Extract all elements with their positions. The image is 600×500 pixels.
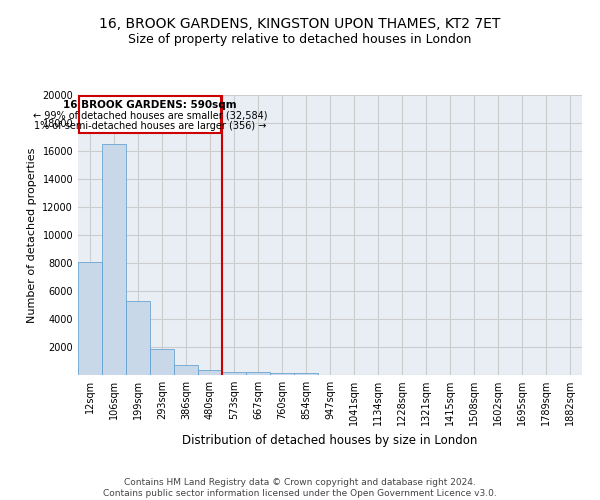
Bar — [150, 349, 174, 375]
Bar — [270, 373, 294, 375]
Bar — [246, 372, 270, 375]
FancyBboxPatch shape — [79, 96, 221, 133]
Bar — [102, 144, 126, 375]
Bar — [126, 301, 150, 375]
Bar — [174, 365, 198, 375]
Text: 1% of semi-detached houses are larger (356) →: 1% of semi-detached houses are larger (3… — [34, 121, 266, 131]
Bar — [198, 370, 222, 375]
Text: Contains HM Land Registry data © Crown copyright and database right 2024.
Contai: Contains HM Land Registry data © Crown c… — [103, 478, 497, 498]
Bar — [294, 373, 318, 375]
Bar — [222, 372, 246, 375]
X-axis label: Distribution of detached houses by size in London: Distribution of detached houses by size … — [182, 434, 478, 446]
Text: ← 99% of detached houses are smaller (32,584): ← 99% of detached houses are smaller (32… — [33, 110, 267, 120]
Text: 16 BROOK GARDENS: 590sqm: 16 BROOK GARDENS: 590sqm — [63, 100, 237, 110]
Text: 16, BROOK GARDENS, KINGSTON UPON THAMES, KT2 7ET: 16, BROOK GARDENS, KINGSTON UPON THAMES,… — [100, 18, 500, 32]
Y-axis label: Number of detached properties: Number of detached properties — [27, 148, 37, 322]
Bar — [78, 262, 102, 375]
Text: Size of property relative to detached houses in London: Size of property relative to detached ho… — [128, 32, 472, 46]
